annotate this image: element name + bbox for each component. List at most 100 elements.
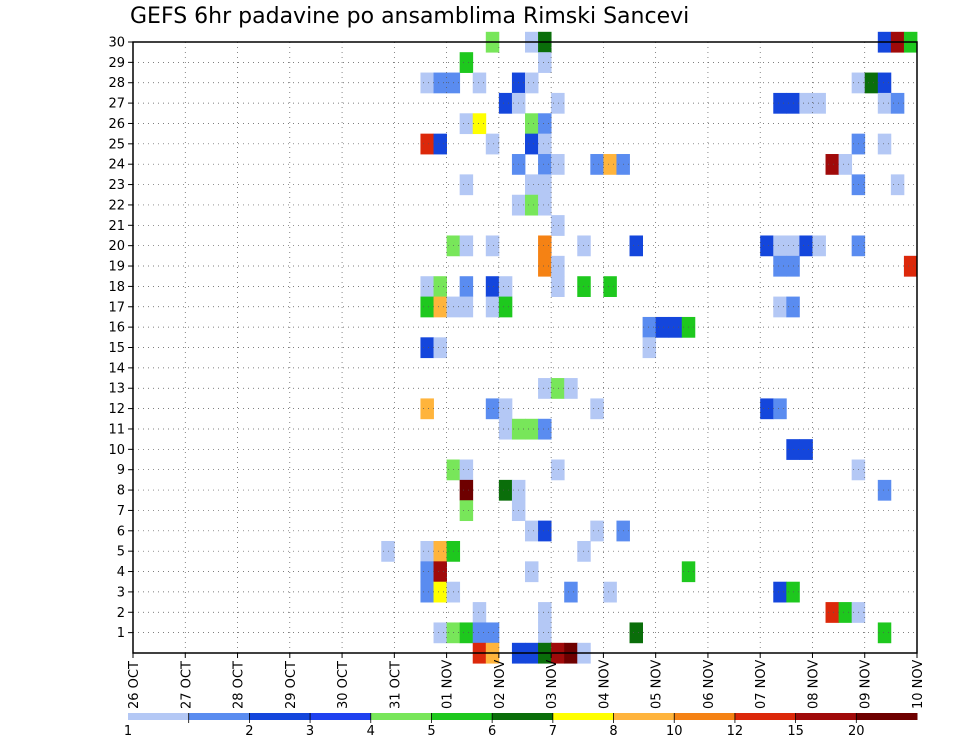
heatmap-cell bbox=[525, 133, 539, 155]
heatmap-cell bbox=[433, 296, 447, 318]
heatmap-cell bbox=[551, 276, 565, 297]
colorbar-segment bbox=[128, 713, 190, 720]
heatmap-cell bbox=[603, 276, 617, 297]
y-tick-label: 9 bbox=[117, 463, 125, 478]
y-tick-label: 8 bbox=[117, 484, 125, 499]
x-tick-label: 28 OCT bbox=[232, 661, 247, 709]
heatmap-cell bbox=[538, 133, 552, 155]
heatmap-cell bbox=[459, 52, 474, 73]
heatmap-cell bbox=[420, 561, 434, 583]
heatmap-cell bbox=[472, 72, 487, 94]
colorbar: 1 2 3 4 5 6 7 8 10 12 15 20 bbox=[124, 713, 918, 739]
heatmap-cell bbox=[799, 92, 813, 114]
y-tick-label: 12 bbox=[108, 402, 125, 417]
colorbar-label: 5 bbox=[427, 724, 435, 739]
heatmap-cell bbox=[603, 154, 617, 175]
y-tick-label: 7 bbox=[117, 504, 125, 519]
heatmap-cell bbox=[564, 378, 578, 399]
y-tick-label: 5 bbox=[117, 545, 125, 560]
heatmap-cells bbox=[381, 31, 918, 664]
heatmap-cell bbox=[485, 398, 500, 420]
y-tick-label: 17 bbox=[108, 300, 125, 315]
x-tick-label: 03 NOV bbox=[545, 660, 560, 709]
heatmap-cell bbox=[877, 72, 892, 94]
heatmap-cell bbox=[890, 174, 905, 196]
heatmap-cell bbox=[525, 113, 539, 135]
y-tick-label: 3 bbox=[117, 585, 125, 600]
y-tick-label: 25 bbox=[108, 137, 125, 152]
heatmap-cell bbox=[773, 581, 787, 603]
heatmap-cell bbox=[538, 154, 552, 175]
heatmap-cell bbox=[472, 602, 487, 623]
heatmap-cell bbox=[590, 520, 604, 542]
colorbar-segment bbox=[613, 713, 675, 720]
heatmap-cell bbox=[551, 215, 565, 236]
heatmap-cell bbox=[498, 92, 513, 114]
y-tick-label: 30 bbox=[108, 36, 125, 51]
x-tick-label: 09 NOV bbox=[859, 660, 874, 709]
heatmap-cell bbox=[877, 133, 892, 155]
y-tick-label: 27 bbox=[108, 97, 125, 112]
y-tick-label: 29 bbox=[108, 56, 125, 71]
colorbar-segment bbox=[188, 713, 250, 720]
heatmap-cell bbox=[590, 154, 604, 175]
colorbar-segment bbox=[249, 713, 311, 720]
heatmap-cell bbox=[825, 154, 839, 175]
heatmap-cell bbox=[590, 398, 604, 420]
heatmap-cell bbox=[642, 316, 657, 338]
y-tick-label: 6 bbox=[117, 524, 125, 539]
heatmap-cell bbox=[890, 92, 905, 114]
heatmap-cell bbox=[760, 398, 774, 420]
heatmap-cell bbox=[433, 72, 447, 94]
heatmap-cell bbox=[498, 418, 513, 440]
heatmap-cell bbox=[799, 235, 813, 257]
x-tick-label: 02 NOV bbox=[493, 660, 508, 709]
x-tick-label: 06 NOV bbox=[702, 660, 717, 709]
y-tick-label: 2 bbox=[117, 606, 125, 621]
heatmap-cell bbox=[551, 378, 565, 399]
heatmap-cell bbox=[485, 276, 500, 297]
heatmap-cell bbox=[485, 296, 500, 318]
y-tick-label: 21 bbox=[108, 219, 125, 234]
x-tick-label: 07 NOV bbox=[754, 660, 769, 709]
heatmap-cell bbox=[838, 154, 853, 175]
x-tick-label: 04 NOV bbox=[597, 660, 612, 709]
heatmap-cell bbox=[525, 561, 539, 583]
heatmap-cell bbox=[459, 235, 474, 257]
heatmap-cell bbox=[485, 622, 500, 644]
heatmap-cell bbox=[773, 398, 787, 420]
heatmap-cell bbox=[420, 337, 434, 359]
colorbar-segment bbox=[310, 713, 372, 720]
x-tick-label: 10 NOV bbox=[911, 660, 926, 709]
colorbar-segment bbox=[674, 713, 736, 720]
heatmap-cell bbox=[459, 459, 474, 481]
heatmap-cell bbox=[877, 622, 892, 644]
y-tick-label: 15 bbox=[108, 341, 125, 356]
heatmap-cell bbox=[538, 235, 552, 257]
x-tick-label: 26 OCT bbox=[127, 661, 142, 709]
heatmap-cell bbox=[433, 561, 447, 583]
x-tick-label: 27 OCT bbox=[179, 661, 194, 709]
heatmap-cell bbox=[538, 520, 552, 542]
heatmap-cell bbox=[668, 316, 683, 338]
y-tick-label: 23 bbox=[108, 178, 125, 193]
heatmap-cell bbox=[459, 622, 474, 644]
heatmap-cell bbox=[551, 459, 565, 481]
heatmap-cell bbox=[838, 602, 853, 623]
heatmap-cell bbox=[433, 622, 447, 644]
x-tick-label: 08 NOV bbox=[806, 660, 821, 709]
y-tick-label: 11 bbox=[108, 422, 125, 437]
heatmap-cell bbox=[459, 113, 474, 135]
y-tick-label: 14 bbox=[108, 361, 125, 376]
y-tick-label: 19 bbox=[108, 260, 125, 275]
heatmap-cell bbox=[773, 296, 787, 318]
y-tick-label: 26 bbox=[108, 117, 125, 132]
heatmap-cell bbox=[525, 174, 539, 196]
heatmap-cell bbox=[525, 418, 539, 440]
colorbar-label: 6 bbox=[488, 724, 496, 739]
heatmap-cell bbox=[812, 235, 826, 257]
colorbar-label: 15 bbox=[787, 724, 804, 739]
heatmap-cell bbox=[459, 276, 474, 297]
colorbar-label: 3 bbox=[306, 724, 314, 739]
